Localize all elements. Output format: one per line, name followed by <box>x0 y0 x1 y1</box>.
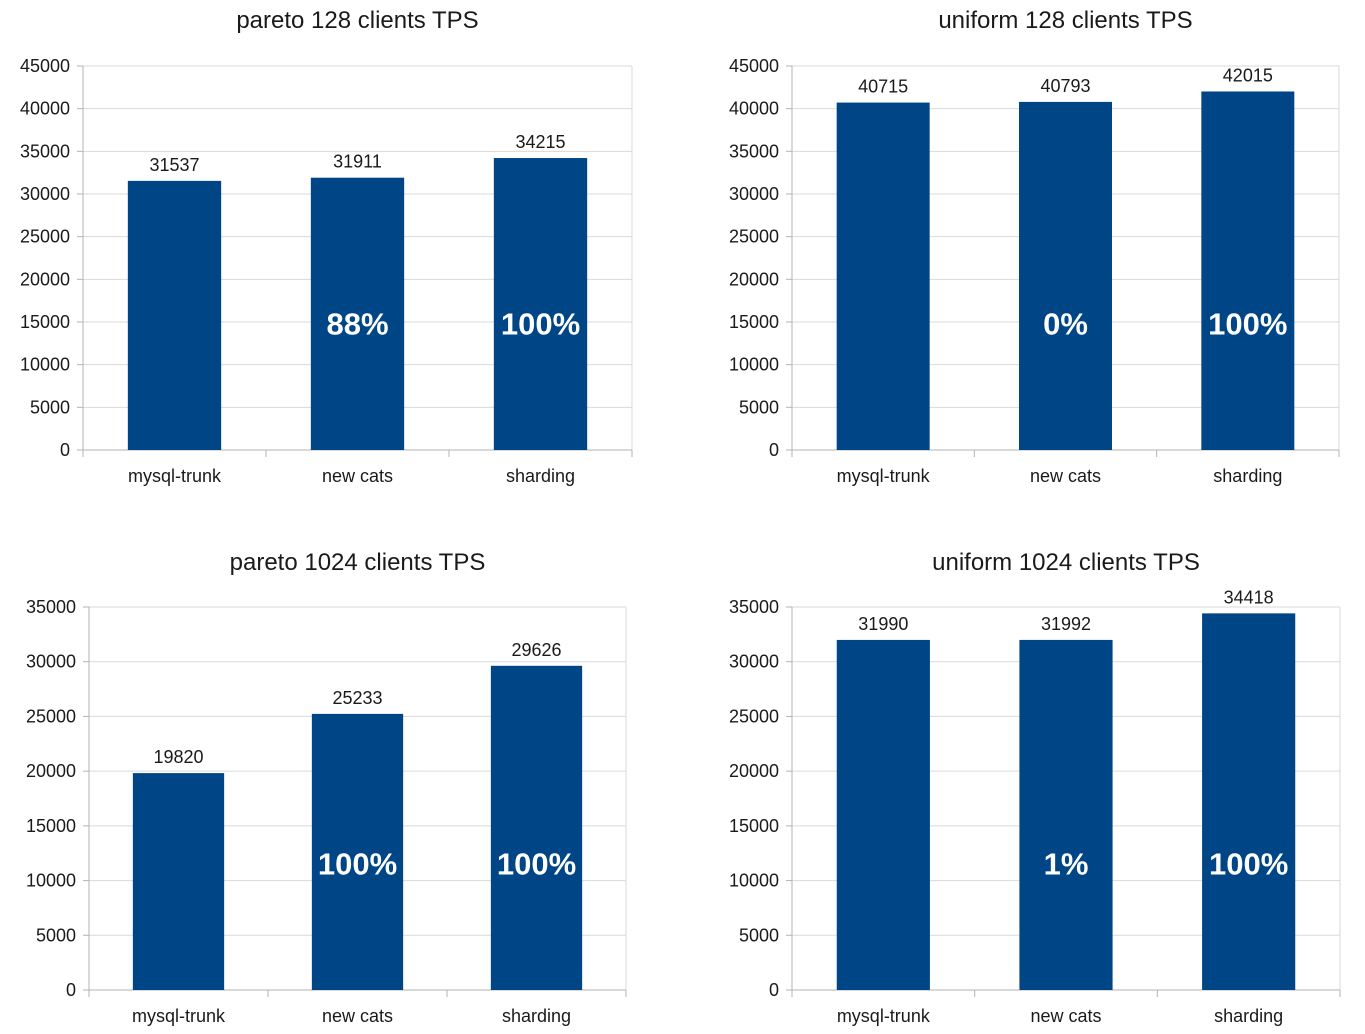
y-tick-label: 0 <box>66 980 76 1000</box>
bar-new-cats <box>310 177 405 450</box>
bar-sharding <box>493 158 588 451</box>
chart-title: pareto 1024 clients TPS <box>230 549 486 576</box>
bar-mysql-trunk <box>132 773 225 990</box>
y-tick-label: 20000 <box>729 269 779 289</box>
value-label: 31911 <box>333 152 382 172</box>
overlay-percent-label: 100% <box>497 847 576 882</box>
y-tick-label: 5000 <box>36 925 76 945</box>
y-tick-label: 30000 <box>20 184 70 204</box>
y-tick-label: 10000 <box>26 871 76 891</box>
y-tick-label: 15000 <box>729 816 779 836</box>
value-label: 31992 <box>1041 614 1091 634</box>
bar-sharding <box>490 665 583 990</box>
y-tick-label: 0 <box>60 440 70 460</box>
bar-mysql-trunk <box>836 102 930 450</box>
y-tick-label: 15000 <box>20 312 70 332</box>
y-tick-label: 10000 <box>729 355 779 375</box>
y-tick-label: 0 <box>769 980 779 1000</box>
y-tick-label: 35000 <box>26 597 76 617</box>
overlay-percent-label: 88% <box>326 306 388 341</box>
y-tick-label: 15000 <box>26 816 76 836</box>
value-label: 34215 <box>515 132 565 152</box>
y-tick-label: 0 <box>769 440 779 460</box>
overlay-percent-label: 100% <box>1208 306 1287 341</box>
category-label: new cats <box>322 1006 393 1026</box>
category-label: sharding <box>1213 466 1282 486</box>
overlay-percent-label: 100% <box>1209 847 1288 882</box>
bar-new-cats <box>1019 101 1112 451</box>
y-tick-label: 10000 <box>20 355 70 375</box>
chart-svg: pareto 128 clients TPS 0 5000 10000 15000 200… <box>20 7 633 486</box>
chart-pareto-1024: pareto 1024 clients TPS 0 5000 10000 15000 20… <box>0 517 682 1034</box>
y-tick-label: 25000 <box>729 706 779 726</box>
bar-new-cats <box>311 713 404 990</box>
chart-title: uniform 128 clients TPS <box>938 7 1192 34</box>
overlay-percent-label: 100% <box>501 306 580 341</box>
value-label: 29626 <box>511 640 561 660</box>
y-tick-label: 45000 <box>20 56 70 76</box>
category-label: mysql-trunk <box>128 466 222 486</box>
overlay-percent-label: 1% <box>1044 847 1089 882</box>
category-label: sharding <box>506 466 575 486</box>
chart-pareto-128: pareto 128 clients TPS 0 5000 10000 15000 200… <box>0 0 682 517</box>
chart-svg: uniform 128 clients TPS 0 5000 10000 15000 20… <box>729 7 1340 486</box>
y-tick-label: 25000 <box>729 227 779 247</box>
y-tick-label: 30000 <box>26 652 76 672</box>
chart-title: uniform 1024 clients TPS <box>932 549 1200 576</box>
y-tick-label: 45000 <box>729 56 779 76</box>
y-tick-label: 35000 <box>20 141 70 161</box>
value-label: 31990 <box>858 614 908 634</box>
bar-sharding <box>1202 613 1296 990</box>
y-tick-label: 10000 <box>729 871 779 891</box>
y-tick-label: 30000 <box>729 184 779 204</box>
value-label: 40793 <box>1040 76 1090 96</box>
y-tick-label: 20000 <box>20 269 70 289</box>
overlay-percent-label: 0% <box>1043 306 1088 341</box>
chart-uniform-128: uniform 128 clients TPS 0 5000 10000 15000 20… <box>682 0 1365 517</box>
y-tick-label: 30000 <box>729 652 779 672</box>
category-label: mysql-trunk <box>837 1006 931 1026</box>
chart-svg: uniform 1024 clients TPS 0 5000 10000 15000 2… <box>729 549 1341 1026</box>
bar-sharding <box>1201 91 1295 451</box>
chart-svg: pareto 1024 clients TPS 0 5000 10000 15000 20… <box>26 549 627 1026</box>
y-tick-label: 40000 <box>20 99 70 119</box>
chart-title: pareto 128 clients TPS <box>236 7 478 34</box>
value-label: 42015 <box>1223 65 1273 85</box>
bar-mysql-trunk <box>836 639 930 990</box>
value-label: 25233 <box>332 688 382 708</box>
overlay-percent-label: 100% <box>318 847 397 882</box>
category-label: new cats <box>1030 466 1101 486</box>
y-tick-label: 40000 <box>729 99 779 119</box>
category-label: sharding <box>1214 1006 1283 1026</box>
category-label: mysql-trunk <box>132 1006 226 1026</box>
value-label: 31537 <box>149 155 199 175</box>
value-label: 34418 <box>1224 587 1274 607</box>
y-tick-label: 25000 <box>26 706 76 726</box>
y-tick-label: 35000 <box>729 597 779 617</box>
y-tick-label: 5000 <box>739 925 779 945</box>
bar-new-cats <box>1019 639 1113 990</box>
category-label: new cats <box>1030 1006 1101 1026</box>
category-label: mysql-trunk <box>837 466 931 486</box>
y-tick-label: 5000 <box>30 397 70 417</box>
y-tick-label: 35000 <box>729 141 779 161</box>
y-tick-label: 20000 <box>26 761 76 781</box>
chart-uniform-1024: uniform 1024 clients TPS 0 5000 10000 15000 2… <box>682 517 1365 1034</box>
bar-mysql-trunk <box>127 180 222 450</box>
y-tick-label: 20000 <box>729 761 779 781</box>
category-label: sharding <box>502 1006 571 1026</box>
category-label: new cats <box>322 466 393 486</box>
value-label: 19820 <box>153 747 203 767</box>
y-tick-label: 25000 <box>20 227 70 247</box>
y-tick-label: 5000 <box>739 397 779 417</box>
value-label: 40715 <box>858 77 908 97</box>
y-tick-label: 15000 <box>729 312 779 332</box>
